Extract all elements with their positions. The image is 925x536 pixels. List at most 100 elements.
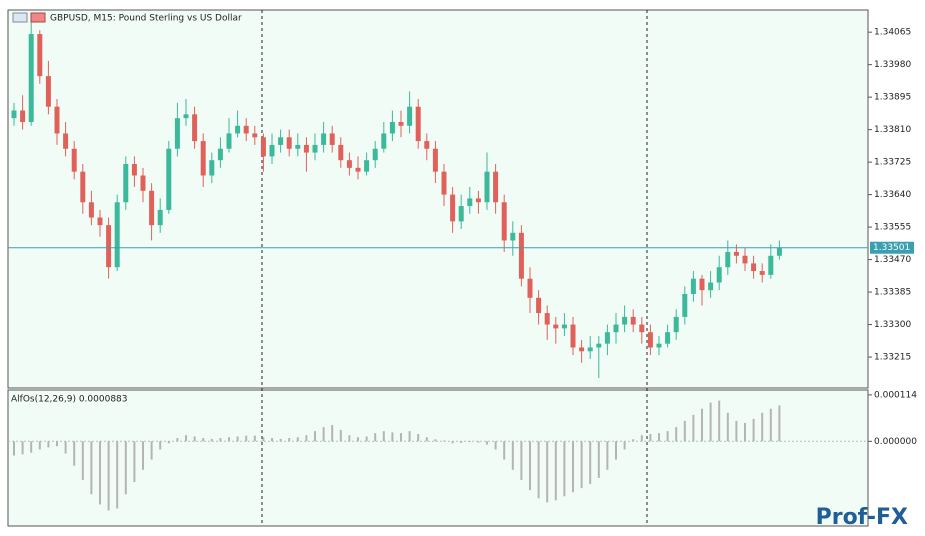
candle-body: [71, 148, 77, 172]
candle-body: [510, 232, 516, 241]
candle-body: [252, 133, 258, 138]
candle-body: [733, 251, 739, 256]
y-tick-label: 1.33980: [874, 60, 911, 70]
y-tick-label: 1.33385: [874, 288, 911, 298]
candle-body: [432, 148, 438, 172]
candle-body: [776, 247, 782, 256]
candle-body: [441, 171, 447, 195]
candle-body: [716, 267, 722, 283]
candle-body: [45, 76, 51, 107]
candle-body: [381, 133, 387, 149]
candle-body: [174, 118, 180, 149]
candle-body: [97, 217, 103, 226]
candle-body: [346, 160, 352, 168]
candle-body: [527, 278, 533, 298]
candle-body: [467, 198, 473, 207]
candle-body: [484, 171, 490, 203]
y-tick-label: 1.33725: [874, 158, 911, 168]
candle-body: [579, 347, 585, 352]
candle-body: [682, 293, 688, 317]
candle-body: [389, 121, 395, 134]
candle-body: [303, 144, 309, 153]
main-pane: [7, 9, 869, 389]
candle-body: [28, 34, 34, 122]
candle-body: [751, 263, 757, 272]
candle-body: [88, 202, 94, 218]
candle-body: [355, 167, 361, 172]
candle-body: [613, 324, 619, 333]
y-tick-label: 1.33895: [874, 93, 911, 103]
candle-body: [243, 125, 249, 134]
candle-body: [209, 160, 215, 176]
candle-body: [656, 343, 662, 348]
candle-body: [217, 148, 223, 161]
candle-body: [759, 271, 765, 275]
candle-body: [338, 144, 344, 161]
candle-body: [690, 278, 696, 294]
candle-body: [596, 343, 602, 348]
candle-body: [192, 114, 198, 142]
candle-body: [131, 164, 137, 176]
candle-body: [458, 206, 464, 222]
candle-body: [630, 316, 636, 325]
last-price-label: 1.33501: [873, 243, 910, 253]
candle-body: [553, 324, 559, 329]
candle-body: [260, 137, 266, 157]
candle-body: [286, 137, 292, 149]
candle-body: [725, 251, 731, 268]
candle-body: [544, 313, 550, 325]
candle-body: [570, 324, 576, 348]
candle-body: [54, 106, 60, 134]
candle-body: [321, 133, 327, 145]
candle-body: [742, 255, 748, 264]
candle-body: [123, 164, 129, 203]
candle-body: [665, 332, 671, 344]
indicator-pane: [7, 389, 869, 527]
chart-title: GBPUSD, M15: Pound Sterling vs US Dollar: [50, 14, 242, 24]
candle-body: [501, 202, 507, 241]
candle-body: [518, 232, 524, 279]
candle-body: [140, 175, 146, 191]
candle-body: [639, 324, 645, 333]
candle-body: [372, 148, 378, 161]
candle-body: [622, 316, 628, 325]
watermark: Prof-FX: [816, 505, 908, 530]
candle-body: [364, 160, 370, 172]
candle-body: [561, 324, 567, 329]
candle-body: [673, 316, 679, 333]
candle-body: [407, 106, 413, 126]
candle-body: [329, 133, 335, 145]
candle-body: [200, 141, 206, 176]
candle-body: [37, 34, 43, 77]
candle-body: [536, 297, 542, 314]
y-tick-label: 1.33555: [874, 223, 911, 233]
candle-body: [604, 332, 610, 344]
candle-body: [475, 198, 481, 203]
candle-body: [768, 255, 774, 275]
candle-body: [493, 171, 499, 203]
candle-body: [398, 121, 404, 126]
candle-body: [166, 148, 172, 210]
candle-body: [587, 347, 593, 352]
candle-body: [424, 141, 430, 149]
candle-body: [295, 144, 301, 149]
candle-body: [149, 190, 155, 226]
candle-body: [226, 133, 232, 149]
last-price-box: [870, 241, 914, 254]
candle-body: [235, 125, 241, 134]
candle-body: [63, 133, 69, 149]
indicator-title: AlfOs(12,26,9) 0.0000883: [11, 395, 128, 405]
candle-body: [157, 209, 163, 226]
y-tick-label: 0.000114: [874, 390, 917, 400]
candle-body: [106, 225, 112, 268]
candle-body: [114, 202, 120, 268]
candle-body: [183, 114, 189, 119]
y-tick-label: 1.33470: [874, 255, 911, 265]
candle-body: [269, 144, 275, 157]
candle-body: [647, 332, 653, 348]
candle-body: [699, 278, 705, 291]
candle-body: [708, 282, 714, 291]
symbol-icon: [30, 12, 46, 23]
